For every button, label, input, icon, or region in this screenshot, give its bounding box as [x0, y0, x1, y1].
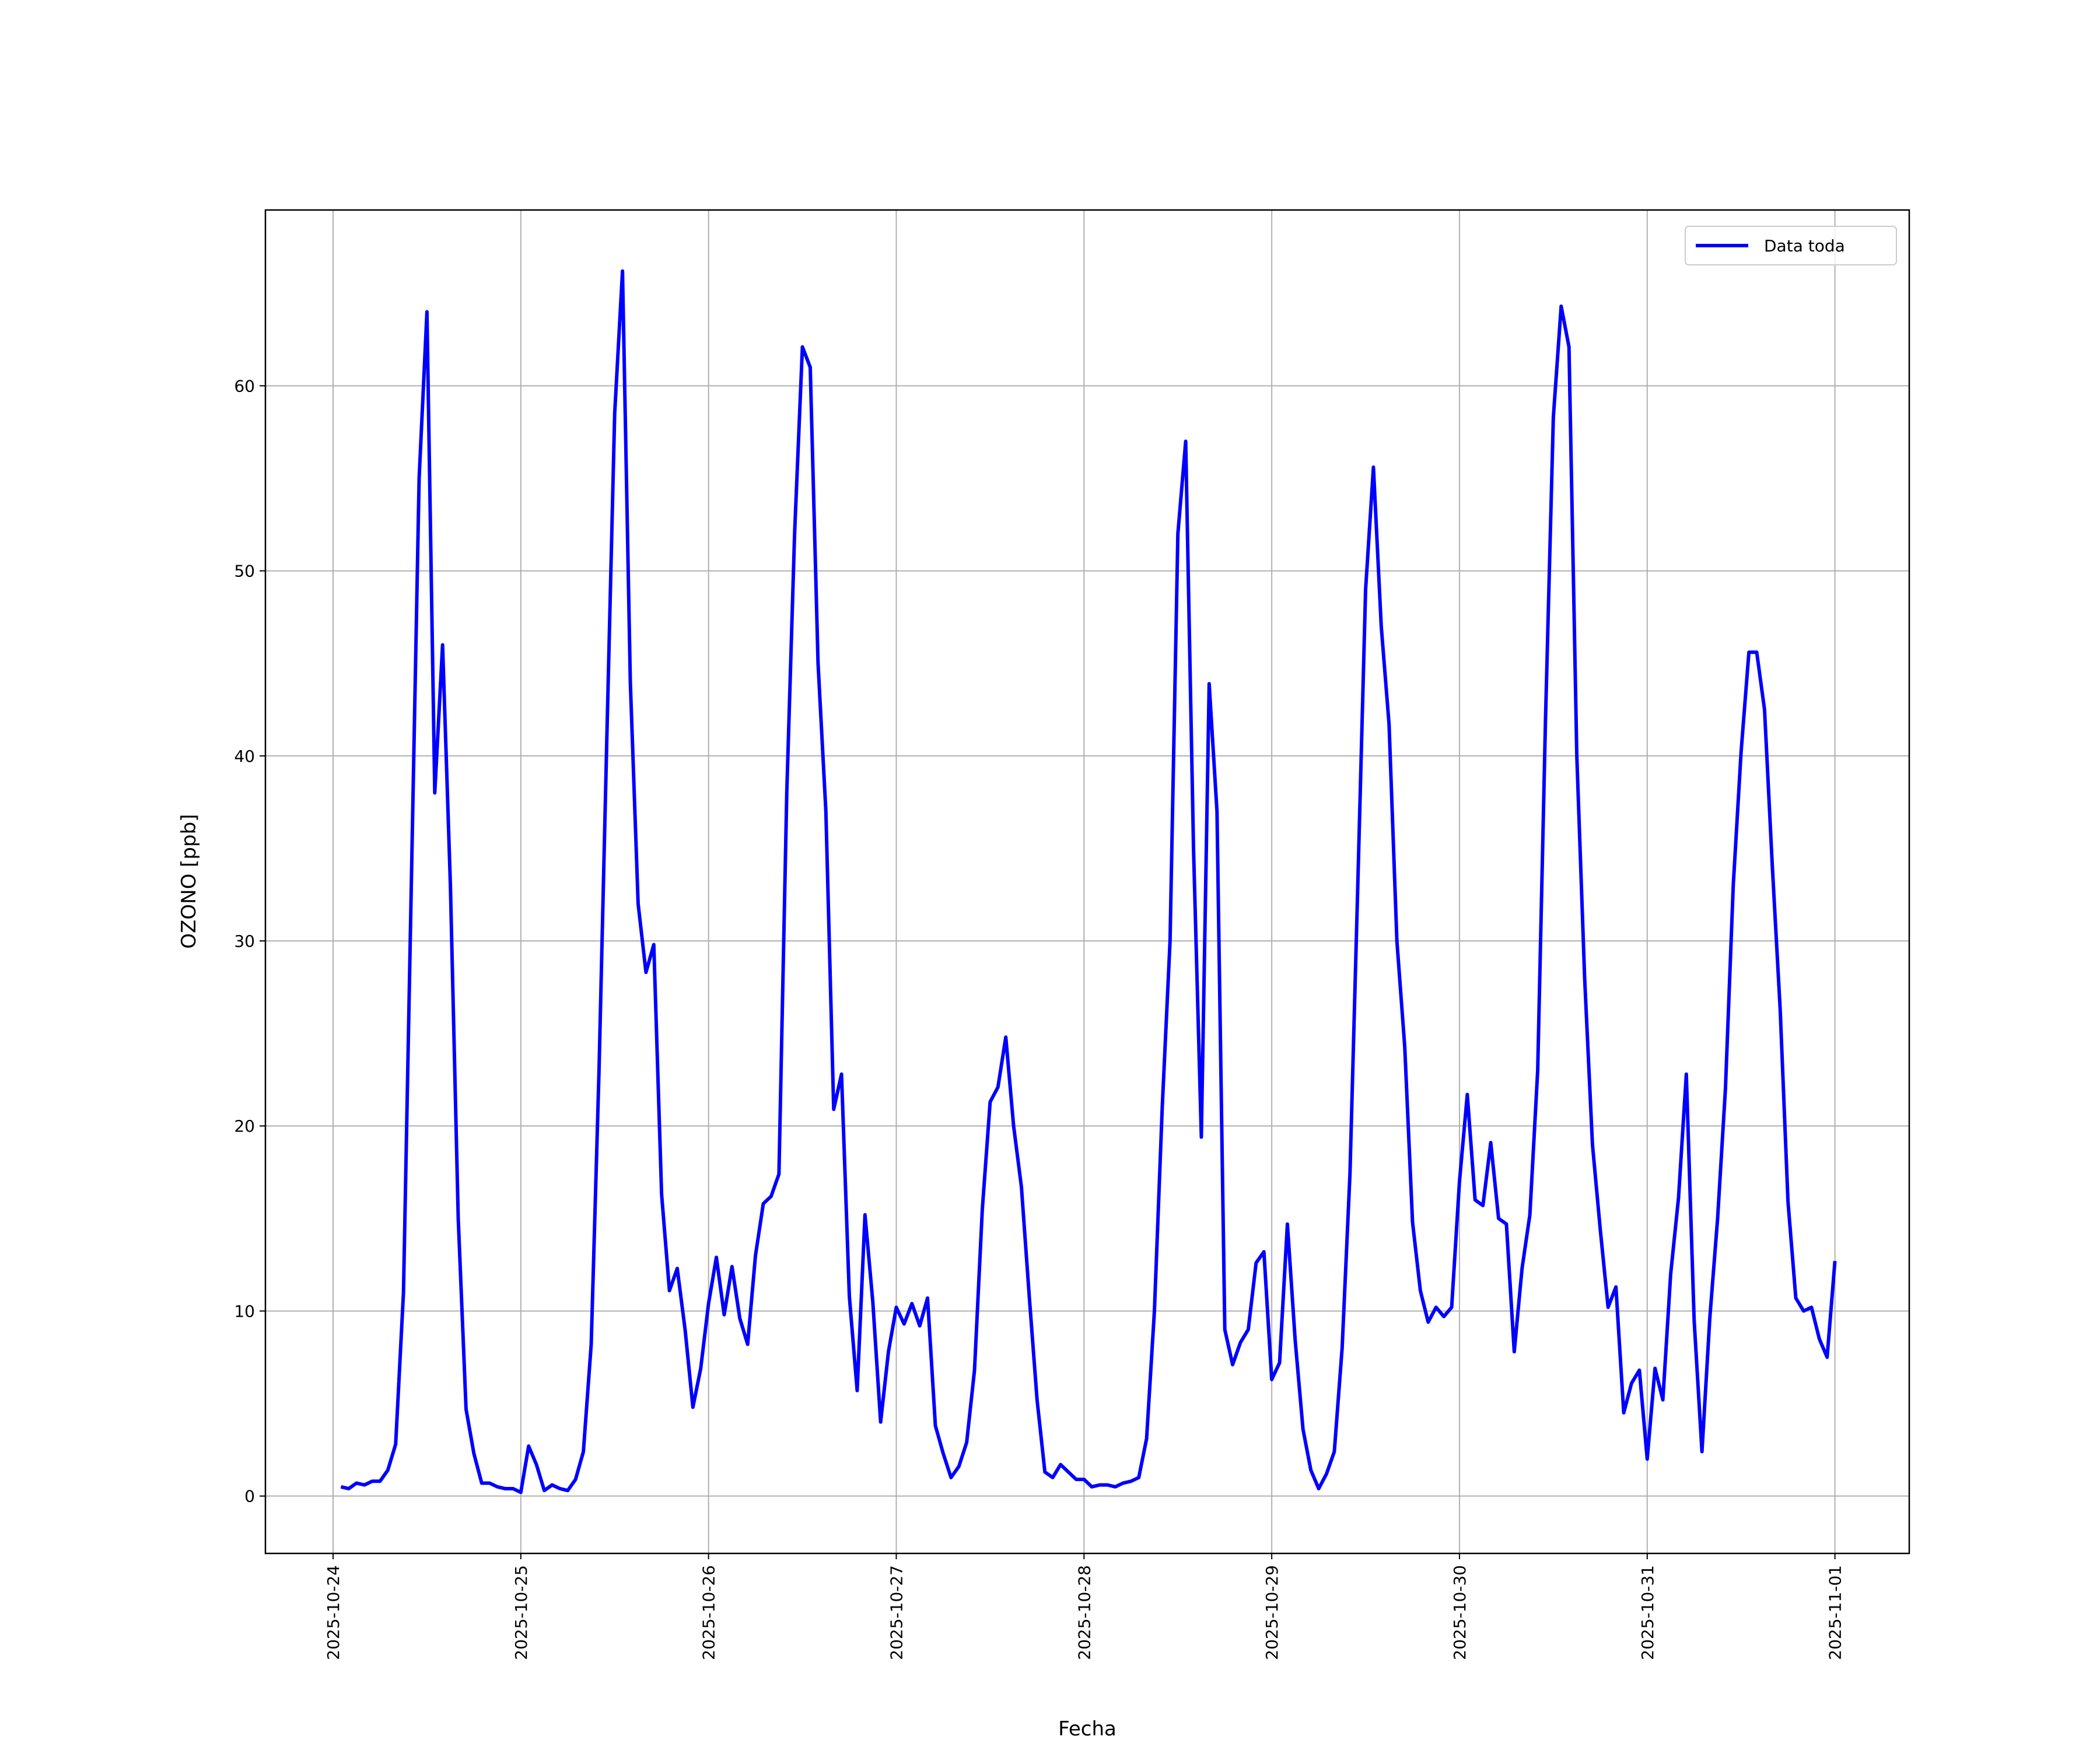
legend: Data toda — [1685, 226, 1897, 265]
x-tick-label: 2025-11-01 — [1826, 1565, 1845, 1660]
x-tick-label: 2025-10-29 — [1262, 1565, 1282, 1660]
x-tick-label: 2025-10-30 — [1450, 1565, 1469, 1660]
y-tick-label: 40 — [234, 747, 255, 766]
x-tick-label: 2025-10-26 — [699, 1565, 719, 1660]
x-tick-label: 2025-10-31 — [1638, 1565, 1657, 1660]
y-tick-label: 10 — [234, 1301, 255, 1321]
x-tick-label: 2025-10-28 — [1074, 1565, 1094, 1660]
y-tick-label: 20 — [234, 1116, 255, 1136]
legend-box — [1685, 226, 1897, 265]
x-axis-label: Fecha — [1058, 1717, 1116, 1741]
plot-frame — [264, 209, 1910, 1555]
y-axis-label: OZONO [ppb] — [177, 814, 201, 949]
legend-label: Data toda — [1764, 236, 1845, 256]
y-tick-label: 30 — [234, 932, 255, 951]
x-tick-label: 2025-10-24 — [324, 1565, 343, 1660]
y-tick-label: 0 — [244, 1487, 255, 1506]
x-tick-label: 2025-10-25 — [512, 1565, 531, 1660]
y-tick-label: 60 — [234, 376, 255, 396]
x-tick-label: 2025-10-27 — [887, 1565, 906, 1660]
data-line — [340, 269, 1837, 1494]
y-tick-label: 50 — [234, 562, 255, 581]
